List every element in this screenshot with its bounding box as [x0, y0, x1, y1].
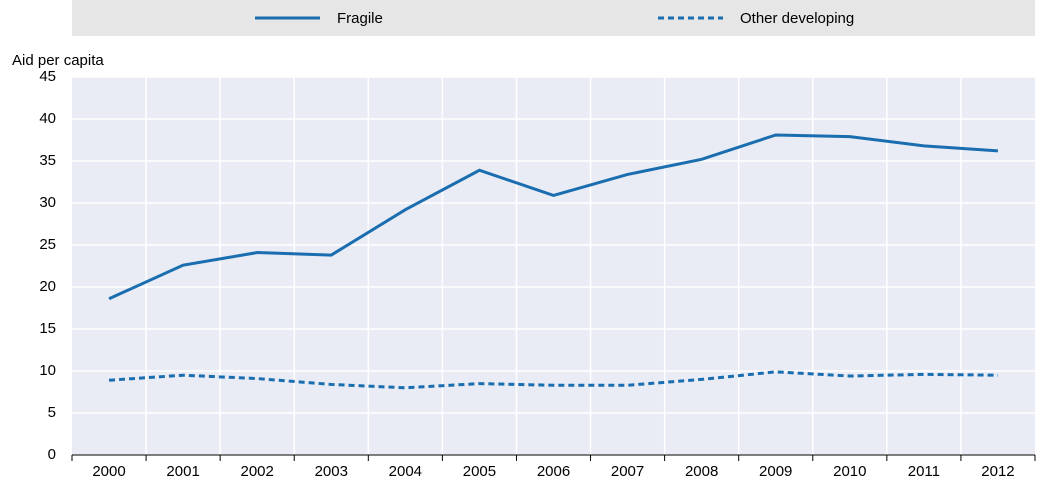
legend-label: Other developing	[740, 10, 854, 27]
y-tick-label: 10	[39, 362, 56, 379]
x-tick-label: 2012	[981, 463, 1014, 480]
x-tick-label: 2002	[241, 463, 274, 480]
x-tick-label: 2007	[611, 463, 644, 480]
series-line	[108, 370, 998, 390]
x-tick-label: 2009	[759, 463, 792, 480]
y-tick-label: 15	[39, 320, 56, 337]
series-line	[108, 133, 999, 301]
y-tick-label: 0	[48, 446, 56, 463]
y-tick-label: 45	[39, 68, 56, 85]
x-tick-label: 2003	[315, 463, 348, 480]
x-tick-label: 2004	[389, 463, 422, 480]
y-tick-label: 30	[39, 194, 56, 211]
x-tick-label: 2005	[463, 463, 496, 480]
legend-label: Fragile	[337, 10, 383, 27]
x-tick-label: 2006	[537, 463, 570, 480]
x-tick-label: 2008	[685, 463, 718, 480]
x-tick-label: 2010	[833, 463, 866, 480]
y-tick-label: 20	[39, 278, 56, 295]
x-tick-label: 2011	[908, 463, 940, 480]
y-tick-label: 25	[39, 236, 56, 253]
plot-background	[72, 77, 1035, 455]
y-tick-label: 35	[39, 152, 56, 169]
legend-background	[72, 0, 1035, 36]
x-tick-label: 2001	[166, 463, 199, 480]
x-tick-label: 2000	[92, 463, 125, 480]
y-tick-label: 40	[39, 110, 56, 127]
y-tick-label: 5	[48, 404, 56, 421]
y-axis-label: Aid per capita	[12, 52, 104, 69]
